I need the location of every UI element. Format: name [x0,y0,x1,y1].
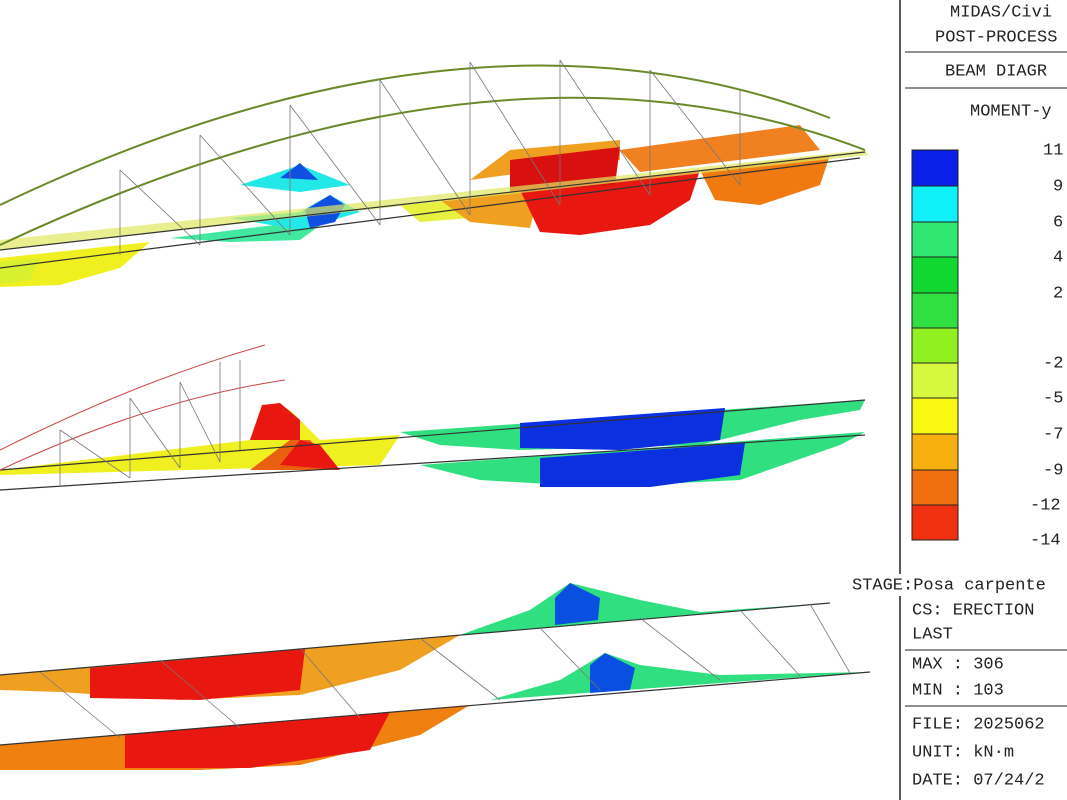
legend-cell [911,433,959,471]
diagram-shape [0,96,866,246]
panel-text: 11 [1043,141,1063,160]
bridge-view-bottom [0,583,871,770]
diagram-shape [90,649,305,700]
panel-text: -5 [1043,389,1063,408]
legend-cell [911,504,959,541]
panel-text: -2 [1043,354,1063,373]
diagram-shape [0,151,866,251]
diagram-shape [540,443,745,487]
diagram-shape [490,653,870,700]
panel-text: MOMENT-y [970,102,1052,121]
legend-cell [911,221,959,258]
diagram-shape [250,403,300,440]
panel-text: 4 [1053,248,1063,267]
info-panel: MIDAS/Civi POST-PROCESS BEAM DIAGR MOMEN… [850,0,1067,800]
panel-text: 9 [1053,177,1063,196]
diagram-shape [280,440,340,470]
diagram-shape [0,399,866,471]
panel-text: MIDAS/Civi [950,3,1052,22]
diagram-shape [555,583,600,625]
panel-text: CS: ERECTION [912,601,1034,620]
legend-cell [911,397,959,435]
diagram-shape [0,157,861,269]
diagram-shape [125,712,390,768]
diagram-shape [520,408,725,450]
diagram-shape [0,671,871,746]
panel-text: -14 [1030,531,1061,550]
panel-text: 2 [1053,284,1063,303]
diagram-shape [39,603,851,739]
diagram-shape [460,583,830,635]
bridge-view-middle [0,344,866,491]
panel-text: UNIT: kN·m [912,743,1014,762]
panel-text: STAGE:Posa carpente [852,576,1046,595]
legend-cell [911,327,959,364]
panel-text: BEAM DIAGR [945,62,1047,81]
legend-cell [911,362,959,399]
legend-bar [911,149,959,541]
panel-text: MIN : 103 [912,681,1004,700]
diagram-shape [59,360,241,485]
panel-text: FILE: 2025062 [912,715,1045,734]
diagram-shape [620,125,820,172]
panel-text: POST-PROCESS [935,28,1057,47]
legend-cell [911,256,959,294]
legend-cell [850,574,920,596]
diagram-shape [0,64,831,206]
legend-cell [911,469,959,506]
panel-text: 6 [1053,213,1063,232]
diagram-shape [280,163,318,180]
panel-text: DATE: 07/24/2 [912,771,1045,790]
legend-cell [911,185,959,223]
bridge-view-top [0,59,868,287]
diagram-shape [590,653,635,693]
panel-text: -12 [1030,496,1061,515]
legend-cell [911,149,959,187]
panel-text: -9 [1043,461,1063,480]
panel-text: -7 [1043,425,1063,444]
diagram-shape [0,602,831,676]
panel-text: LAST [912,625,953,644]
diagram-shape [0,344,286,471]
diagram-shape [0,434,866,491]
panel-text: MAX : 306 [912,655,1004,674]
diagram-shape [119,59,741,255]
legend-cell [911,292,959,329]
